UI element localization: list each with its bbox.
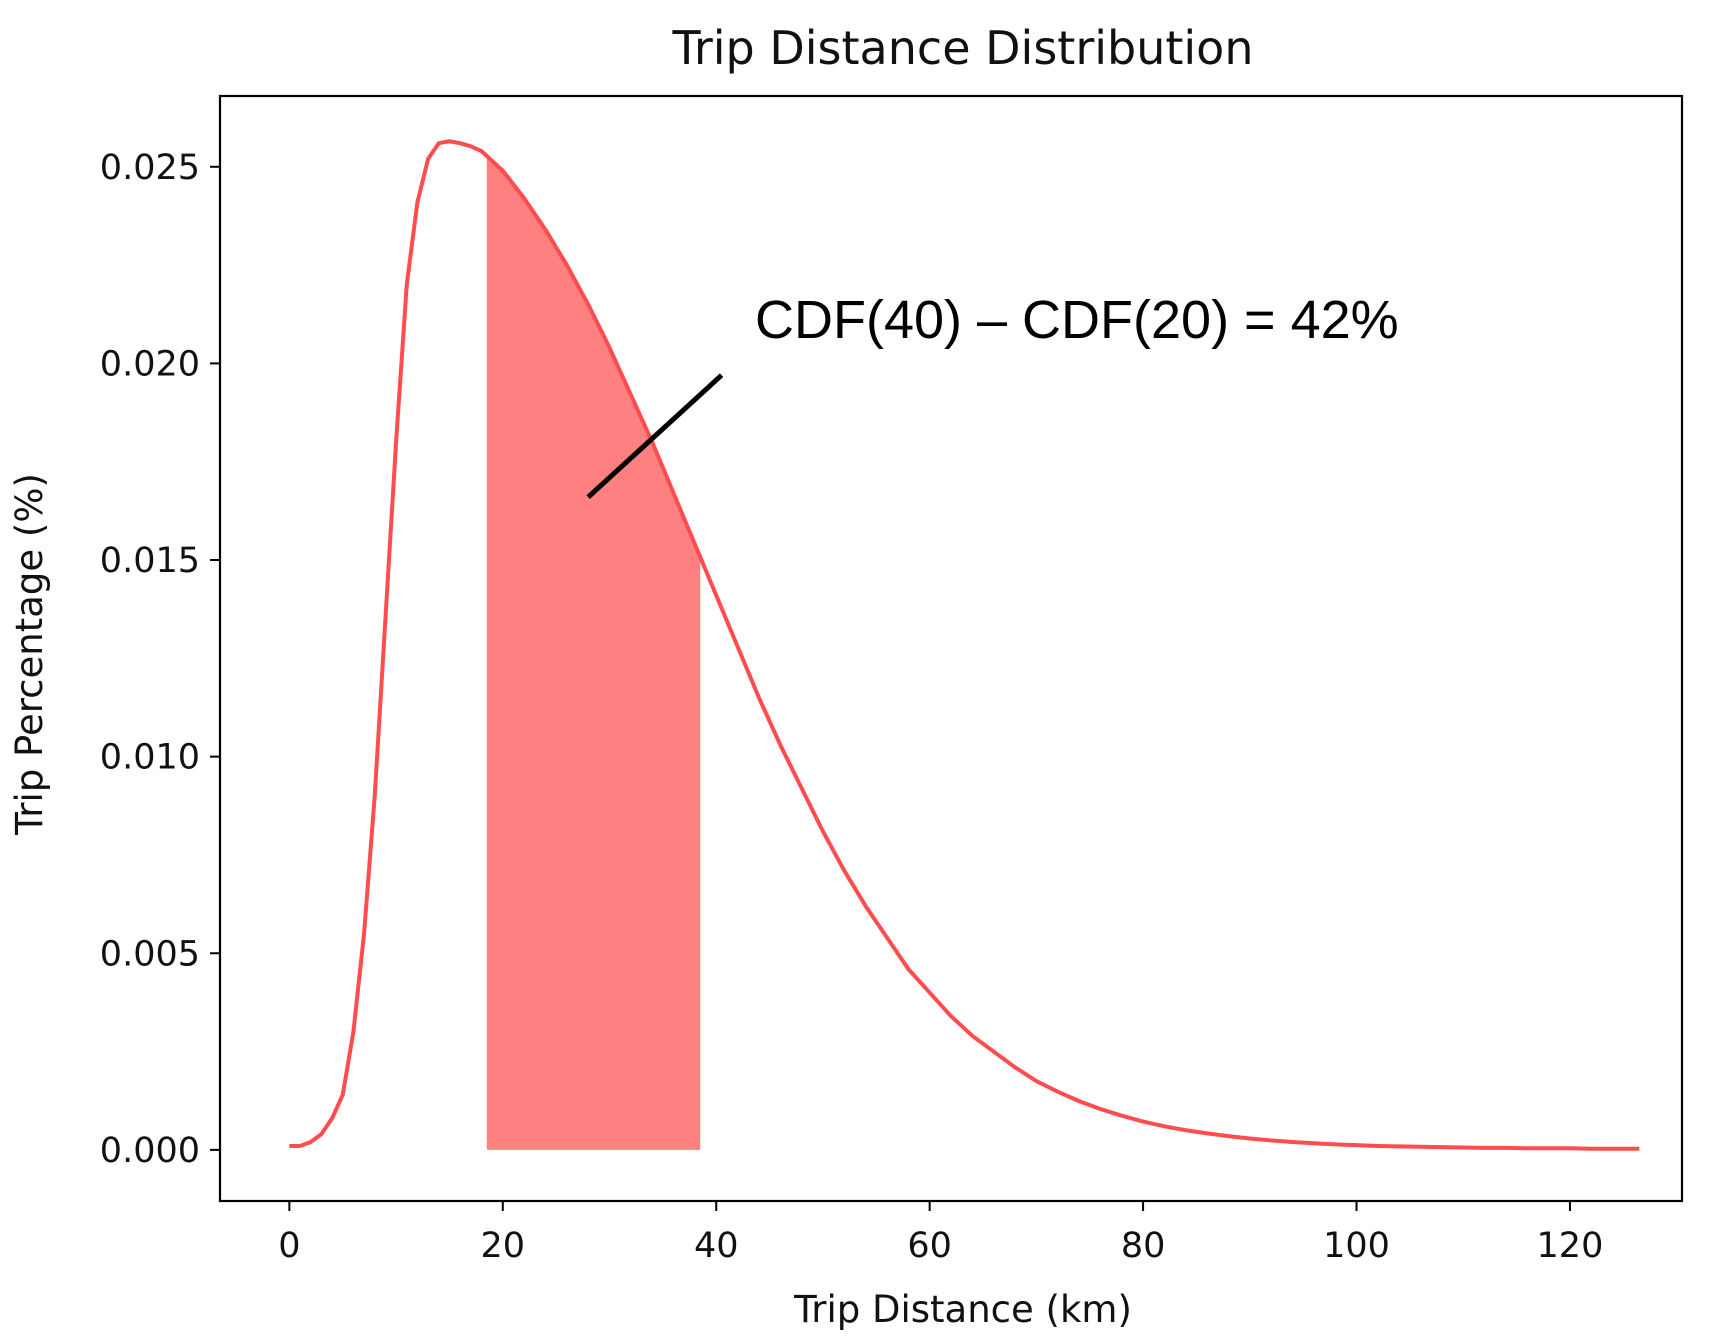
x-tick-label: 40 [694,1226,739,1266]
x-tick-label: 80 [1121,1226,1166,1266]
x-tick-label: 100 [1323,1226,1390,1266]
y-tick-label: 0.020 [100,344,200,384]
y-tick-label: 0.015 [100,541,200,581]
axis-ticks: 0 20 40 60 80 100 120 0.000 0.005 0.010 0.015 0.020… [100,148,1604,1266]
x-axis-label: Trip Distance (km) [793,1288,1132,1331]
y-tick-label: 0.010 [100,738,200,778]
x-tick-label: 0 [278,1226,300,1266]
chart-title: Trip Distance Distribution [672,21,1254,75]
y-tick-label: 0.000 [100,1131,200,1171]
y-tick-label: 0.005 [100,934,200,974]
annotation-pointer-line [586,373,724,499]
plot-area [289,139,1640,1151]
x-tick-label: 20 [481,1226,526,1266]
x-tick-label: 120 [1537,1226,1604,1266]
cdf-annotation-text: CDF(40) – CDF(20) = 42% [755,290,1399,350]
density-curve-line [289,139,1640,1151]
y-axis-label: Trip Percentage (%) [8,473,51,836]
plot-frame [218,94,1684,1203]
y-tick-label: 0.025 [100,148,200,188]
shaded-cdf-region [486,155,701,1150]
x-tick-label: 60 [907,1226,952,1266]
